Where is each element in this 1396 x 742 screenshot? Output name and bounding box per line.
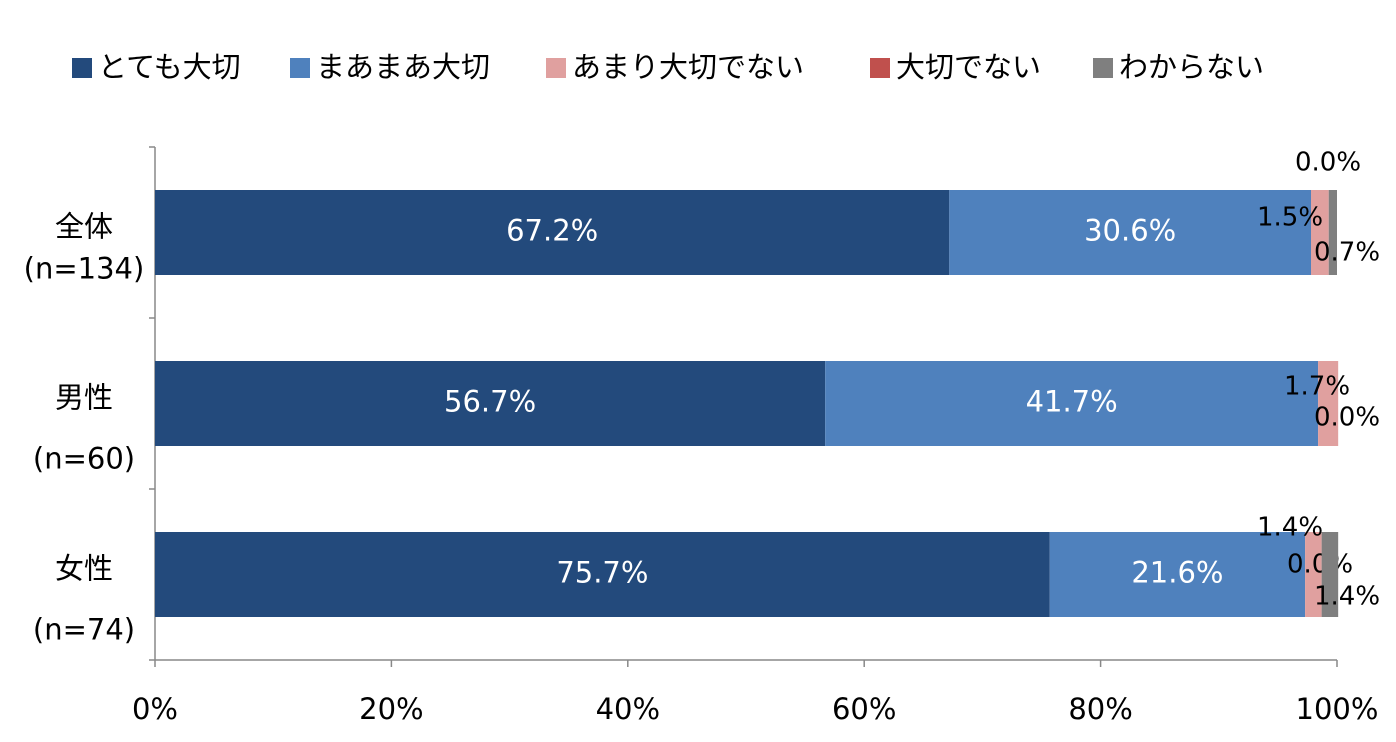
bar-segment — [1305, 532, 1322, 617]
x-tick-label: 100% — [1296, 692, 1379, 726]
value-label: 0.0% — [1295, 148, 1361, 178]
bar-segment — [825, 361, 1319, 446]
bar-segment — [1328, 190, 1337, 275]
x-tick-label: 0% — [132, 692, 178, 726]
category-n: (n=134) — [24, 252, 145, 286]
legend-swatch — [72, 58, 92, 78]
value-label: 21.6% — [1131, 556, 1223, 590]
bar-segment — [949, 190, 1311, 275]
legend-swatch — [870, 58, 890, 78]
bar-segment — [1321, 532, 1339, 617]
category-label: 男性 — [55, 381, 113, 415]
value-label: 0.0% — [1287, 550, 1353, 580]
bar-segment — [155, 190, 950, 275]
legend-label: 大切でない — [896, 50, 1041, 84]
bar-segment — [1049, 532, 1306, 617]
bar-segment — [155, 532, 1050, 617]
category-n: (n=74) — [33, 613, 135, 647]
category-label: 全体 — [55, 210, 113, 244]
value-label: 0.0% — [1314, 403, 1380, 433]
value-label: 56.7% — [444, 385, 536, 419]
x-tick-label: 20% — [359, 692, 423, 726]
value-label: 41.7% — [1026, 385, 1118, 419]
value-label: 75.7% — [556, 556, 648, 590]
category-n: (n=60) — [33, 442, 135, 476]
legend-swatch — [290, 58, 310, 78]
value-label: 1.4% — [1314, 582, 1380, 612]
legend-label: わからない — [1119, 50, 1264, 84]
legend-swatch — [546, 58, 566, 78]
legend-label: まあまあ大切 — [316, 50, 490, 84]
value-label: 1.7% — [1284, 372, 1350, 402]
x-tick-label: 40% — [596, 692, 660, 726]
bar-segment — [1318, 361, 1339, 446]
value-label: 1.5% — [1257, 203, 1323, 233]
bar-segment — [1310, 190, 1329, 275]
legend-swatch — [1093, 58, 1113, 78]
legend-label: あまり大切でない — [572, 50, 804, 84]
value-label: 30.6% — [1084, 214, 1176, 248]
value-label: 67.2% — [506, 214, 598, 248]
value-label: 1.4% — [1257, 513, 1323, 543]
x-tick-label: 80% — [1068, 692, 1132, 726]
x-tick-label: 60% — [832, 692, 896, 726]
bar-segment — [155, 361, 826, 446]
category-label: 女性 — [55, 552, 113, 586]
legend-label: とても大切 — [98, 50, 241, 84]
value-label: 0.7% — [1314, 238, 1380, 268]
